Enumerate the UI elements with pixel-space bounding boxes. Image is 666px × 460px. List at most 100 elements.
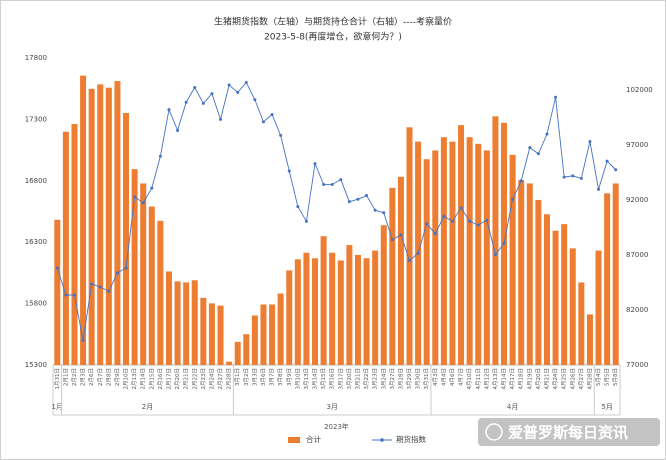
x-tick-label: 4月18日 [518, 368, 525, 390]
bar [243, 334, 250, 365]
bar [191, 280, 198, 365]
line-point [244, 81, 248, 85]
bar [123, 113, 130, 366]
bar [458, 125, 465, 366]
x-tick-label: 3月14日 [312, 368, 319, 390]
line-point [373, 208, 377, 212]
line-point [339, 178, 343, 182]
bar [157, 220, 164, 365]
bar [114, 81, 121, 365]
line-point [236, 90, 240, 94]
line-point [562, 175, 566, 179]
bar [320, 236, 327, 365]
line-point [98, 285, 102, 289]
bar [105, 87, 112, 365]
x-tick-label: 3月24日 [380, 368, 387, 390]
line-point [115, 271, 119, 275]
line-point [150, 186, 154, 190]
y2-tick-label: 92000 [626, 196, 648, 204]
x-tick-label: 3月3日 [251, 368, 258, 386]
line-point [502, 241, 506, 245]
line-point [390, 238, 394, 242]
bar [389, 187, 396, 365]
line-point [588, 140, 592, 144]
watermark: 爱普罗斯每日资讯 [508, 424, 628, 442]
line-point [55, 266, 59, 270]
bar [543, 214, 550, 365]
x-tick-label: 4月25日 [561, 368, 568, 390]
y2-tick-label: 82000 [626, 306, 648, 314]
month-label: 1月 [52, 403, 63, 411]
y2-tick-label: 97000 [626, 141, 648, 149]
y-tick-label: 15300 [25, 361, 47, 369]
x-tick-label: 3月16日 [329, 368, 336, 390]
bar [217, 305, 224, 365]
bar [354, 254, 361, 365]
line-point [528, 146, 532, 150]
x-tick-label: 2月23日 [200, 368, 207, 390]
x-tick-label: 4月6日 [449, 368, 456, 386]
line-point [158, 154, 162, 158]
y-tick-label: 17300 [25, 115, 47, 123]
x-tick-label: 2月10日 [123, 368, 130, 390]
line-point [330, 182, 334, 186]
line-point [365, 194, 369, 198]
x-tick-label: 4月26日 [569, 368, 576, 390]
line-point [433, 232, 437, 236]
x-tick-label: 3月22日 [363, 368, 370, 390]
x-tick-label: 4月14日 [501, 368, 508, 390]
bar [475, 143, 482, 365]
bar [337, 260, 344, 365]
x-tick-label: 3月27日 [389, 368, 396, 390]
bar [346, 245, 353, 365]
x-tick-label: 5月4日 [595, 368, 602, 386]
bar [449, 141, 456, 365]
x-tick-label: 3月21日 [354, 368, 361, 390]
line-point [416, 251, 420, 255]
line-point [425, 222, 429, 226]
line-point [545, 132, 549, 136]
bar [440, 137, 447, 365]
line-point [356, 197, 360, 201]
bar [183, 282, 190, 365]
bar [466, 137, 473, 365]
line-point [184, 100, 188, 104]
chart-subtitle: 2023-5-8(再度增仓，欲意何为？) [264, 31, 402, 43]
line-point [201, 101, 205, 105]
watermark-bg [478, 418, 660, 446]
x-tick-label: 3月1日 [234, 368, 241, 386]
x-tick-label: 2月28日 [226, 368, 233, 390]
bar [148, 206, 155, 365]
bar [535, 199, 542, 365]
line-point [459, 206, 463, 210]
line-point [90, 282, 94, 286]
bar [423, 159, 430, 365]
bar [226, 361, 233, 365]
x-tick-label: 3月17日 [337, 368, 344, 390]
x-tick-label: 3月28日 [397, 368, 404, 390]
line-point [261, 120, 265, 124]
y2-tick-label: 102000 [626, 86, 653, 94]
line-point [107, 289, 111, 293]
x-tick-label: 4月17日 [509, 368, 516, 390]
x-tick-label: 4月24日 [552, 368, 559, 390]
y-tick-label: 17800 [25, 54, 47, 62]
bar [80, 75, 87, 365]
bar [62, 131, 69, 365]
x-tick-label: 4月19日 [526, 368, 533, 390]
line-point [167, 108, 171, 112]
x-tick-label: 2月22日 [191, 368, 198, 390]
x-tick-label: 2月2日 [71, 368, 78, 386]
x-tick-label: 4月11日 [475, 368, 482, 390]
x-tick-label: 4月21日 [543, 368, 550, 390]
x-tick-label: 4月4日 [440, 368, 447, 386]
bar [492, 116, 499, 365]
x-tick-label: 3月29日 [406, 368, 413, 390]
x-tick-label: 3月7日 [269, 368, 276, 386]
line-point [468, 219, 472, 223]
bar [604, 193, 611, 365]
x-tick-label: 4月27日 [578, 368, 585, 390]
bar [97, 84, 104, 365]
x-tick-label: 3月2日 [243, 368, 250, 386]
line-point [408, 259, 412, 263]
